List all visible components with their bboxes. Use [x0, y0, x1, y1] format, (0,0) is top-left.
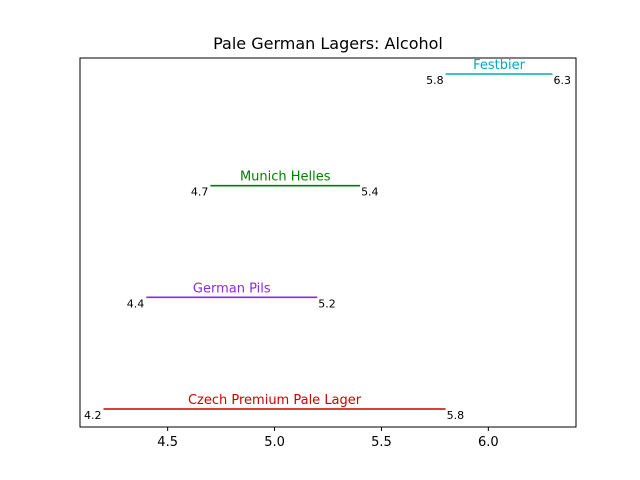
- series-label-festbier: Festbier: [473, 58, 525, 73]
- series-label-czech-premium-pale-lager: Czech Premium Pale Lager: [188, 393, 362, 408]
- x-tick-label: 5.5: [371, 435, 392, 450]
- min-label-czech-premium-pale-lager: 4.2: [84, 409, 102, 422]
- x-tick-label: 4.5: [157, 435, 178, 450]
- chart-title: Pale German Lagers: Alcohol: [213, 34, 443, 53]
- min-label-festbier: 5.8: [426, 74, 444, 87]
- x-tick-label: 6.0: [478, 435, 499, 450]
- plot-frame: [79, 57, 577, 428]
- max-label-czech-premium-pale-lager: 5.8: [447, 409, 465, 422]
- max-label-german-pils: 5.2: [318, 297, 336, 310]
- x-tick-label: 5.0: [264, 435, 285, 450]
- series-label-munich-helles: Munich Helles: [240, 170, 331, 185]
- max-label-festbier: 6.3: [553, 74, 571, 87]
- min-label-munich-helles: 4.7: [191, 186, 209, 199]
- max-label-munich-helles: 5.4: [361, 186, 379, 199]
- series-label-german-pils: German Pils: [193, 281, 271, 296]
- min-label-german-pils: 4.4: [127, 297, 145, 310]
